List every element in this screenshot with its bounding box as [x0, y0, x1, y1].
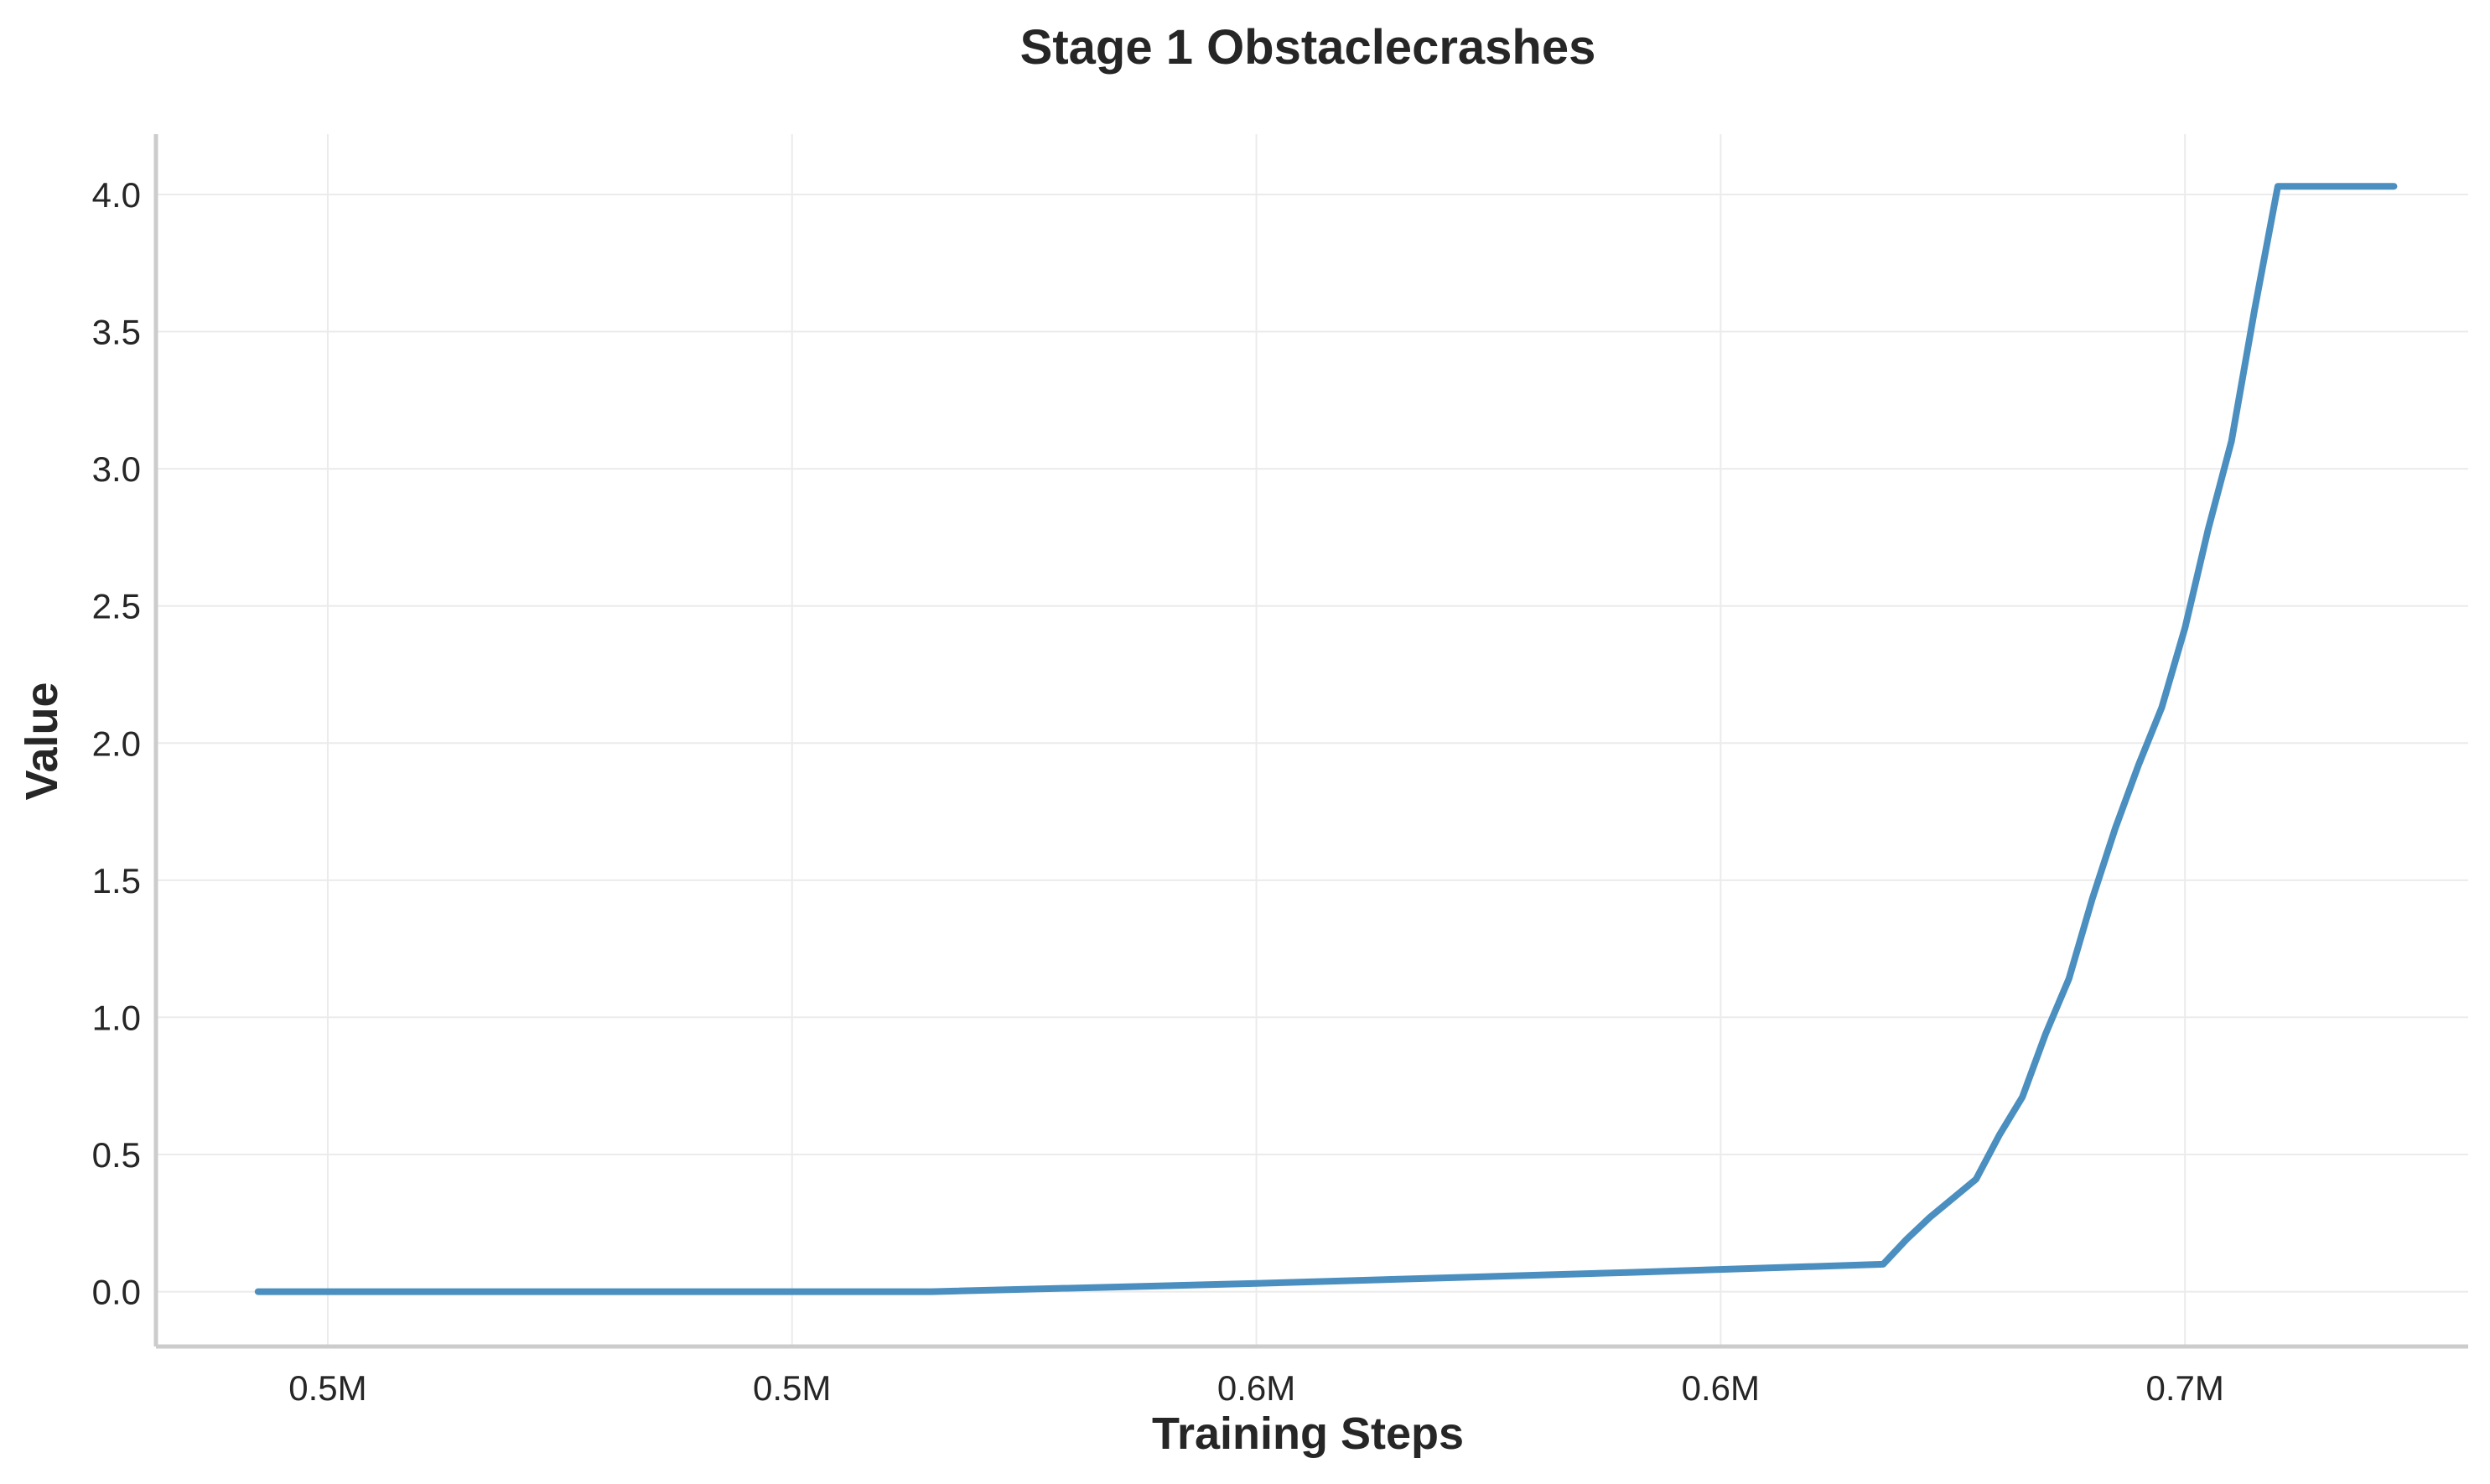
- series-group: [254, 183, 2398, 1295]
- y-tick-label-7: 3.5: [92, 313, 141, 352]
- y-tick-label-5: 2.5: [92, 587, 141, 626]
- y-tick-label-1: 0.5: [92, 1135, 141, 1175]
- x-axis-ticks: 0.5M 0.5M 0.6M 0.6M 0.7M: [288, 1368, 2224, 1408]
- y-tick-label-4: 2.0: [92, 724, 141, 763]
- y-tick-label-3: 1.5: [92, 861, 141, 900]
- x-axis-label: Training Steps: [1152, 1409, 1464, 1459]
- series-line-0: [254, 183, 2398, 1295]
- x-tick-label-1: 0.5M: [753, 1368, 831, 1408]
- grid: [156, 134, 2468, 1346]
- y-tick-label-6: 3.0: [92, 449, 141, 489]
- y-tick-label-8: 4.0: [92, 175, 141, 215]
- y-tick-label-2: 1.0: [92, 998, 141, 1037]
- y-axis-label: Value: [17, 682, 67, 800]
- x-tick-label-0: 0.5M: [288, 1368, 366, 1408]
- y-axis-ticks: 0.0 0.5 1.0 1.5 2.0 2.5 3.0 3.5 4.0: [92, 175, 141, 1312]
- y-tick-label-0: 0.0: [92, 1273, 141, 1312]
- x-tick-label-4: 0.7M: [2145, 1368, 2223, 1408]
- chart-title: Stage 1 Obstaclecrashes: [1020, 20, 1596, 75]
- x-tick-label-2: 0.6M: [1217, 1368, 1295, 1408]
- x-tick-label-3: 0.6M: [1682, 1368, 1760, 1408]
